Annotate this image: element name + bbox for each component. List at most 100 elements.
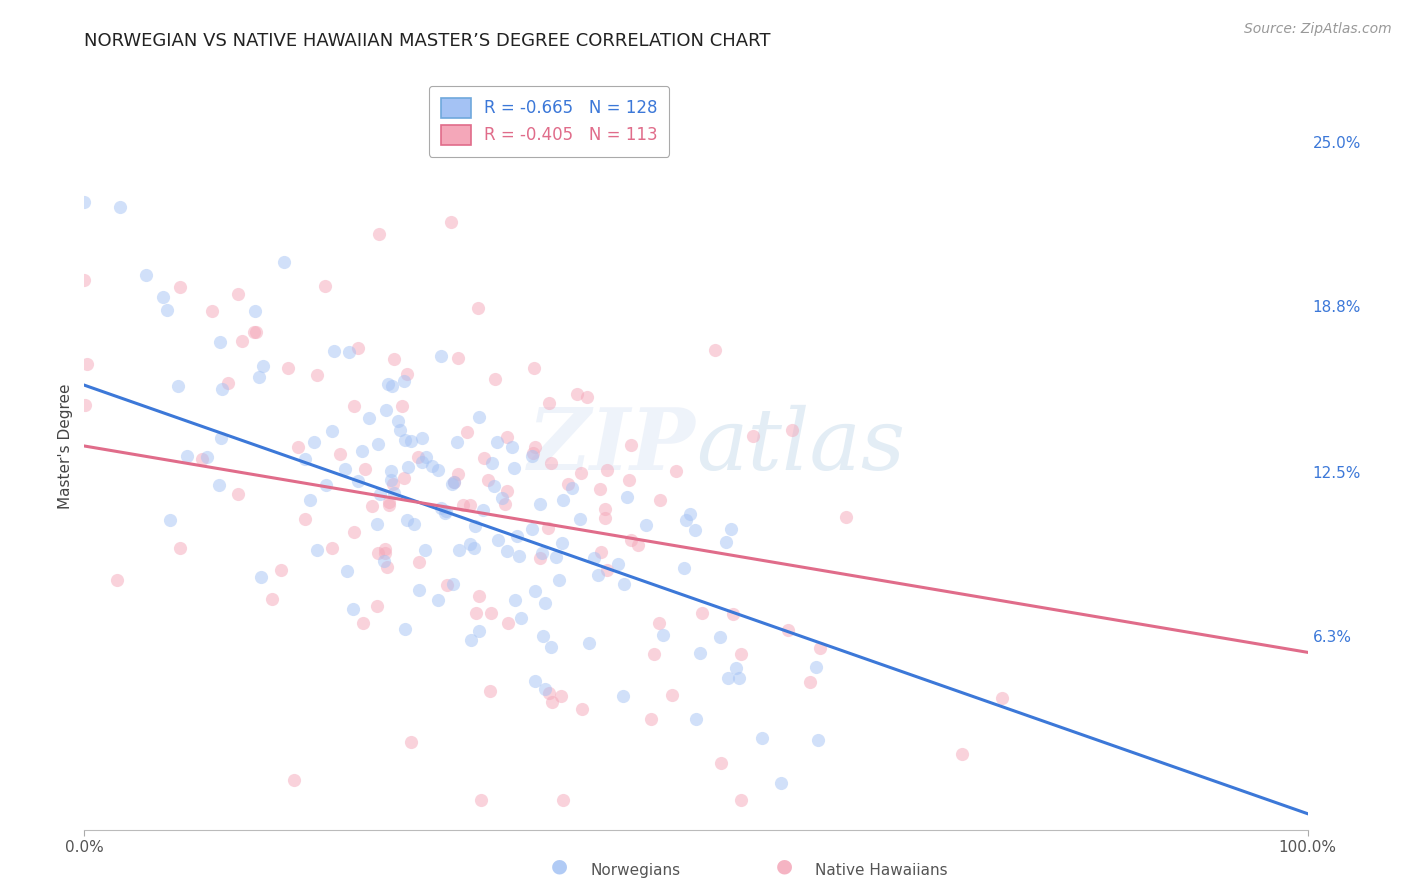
Point xyxy=(389,423,412,437)
Point xyxy=(491,491,513,505)
Point xyxy=(640,713,662,727)
Point xyxy=(678,507,700,521)
Text: atlas: atlas xyxy=(696,405,905,487)
Point xyxy=(557,476,579,491)
Point xyxy=(588,482,610,496)
Point xyxy=(333,462,356,476)
Point xyxy=(447,467,470,481)
Point xyxy=(368,227,391,242)
Point xyxy=(443,475,465,490)
Point xyxy=(260,592,283,607)
Point xyxy=(627,537,650,551)
Point xyxy=(342,602,364,616)
Point xyxy=(381,476,404,491)
Point xyxy=(596,564,619,578)
Point xyxy=(486,533,509,547)
Point xyxy=(110,200,132,214)
Point xyxy=(472,503,495,517)
Point xyxy=(481,456,503,470)
Point xyxy=(834,510,856,524)
Point xyxy=(534,681,557,696)
Point xyxy=(486,434,509,449)
Point xyxy=(208,334,231,349)
Point xyxy=(420,458,443,473)
Point xyxy=(458,537,481,551)
Point xyxy=(540,640,562,654)
Point xyxy=(567,386,589,401)
Point xyxy=(720,522,742,536)
Point xyxy=(201,304,224,318)
Point xyxy=(716,534,738,549)
Point xyxy=(337,344,360,359)
Point xyxy=(730,647,752,661)
Point xyxy=(374,546,396,560)
Point xyxy=(399,734,422,748)
Point xyxy=(73,195,96,210)
Point xyxy=(636,518,658,533)
Point xyxy=(404,516,426,531)
Point xyxy=(709,630,731,644)
Point xyxy=(411,455,433,469)
Point xyxy=(458,498,481,512)
Point xyxy=(375,560,398,574)
Point xyxy=(523,673,546,688)
Point xyxy=(685,523,707,537)
Point xyxy=(152,290,174,304)
Point xyxy=(208,478,231,492)
Point xyxy=(470,793,492,807)
Point xyxy=(347,341,370,355)
Point xyxy=(506,529,529,543)
Point xyxy=(322,344,344,359)
Point xyxy=(287,440,309,454)
Point xyxy=(451,499,474,513)
Point xyxy=(366,599,388,614)
Point xyxy=(505,593,527,607)
Point xyxy=(546,549,568,564)
Point xyxy=(347,474,370,488)
Point xyxy=(613,576,636,591)
Point xyxy=(472,451,495,466)
Point xyxy=(373,554,395,568)
Point xyxy=(329,447,352,461)
Point xyxy=(195,450,218,464)
Point xyxy=(191,452,214,467)
Point xyxy=(710,756,733,771)
Point xyxy=(495,430,517,444)
Point xyxy=(231,334,253,348)
Point xyxy=(367,546,389,560)
Point xyxy=(537,396,560,410)
Point xyxy=(551,793,574,807)
Point xyxy=(620,533,643,547)
Point xyxy=(408,555,430,569)
Point xyxy=(531,546,554,560)
Point xyxy=(807,733,830,747)
Point xyxy=(950,747,973,762)
Point xyxy=(541,695,564,709)
Point xyxy=(283,773,305,788)
Point xyxy=(484,372,506,386)
Point xyxy=(440,215,463,229)
Point xyxy=(529,550,551,565)
Point xyxy=(176,449,198,463)
Point xyxy=(537,686,560,700)
Point xyxy=(460,632,482,647)
Point xyxy=(477,474,499,488)
Point xyxy=(665,464,688,478)
Point xyxy=(717,671,740,685)
Point xyxy=(391,399,413,413)
Point xyxy=(463,541,485,556)
Point xyxy=(252,359,274,373)
Point xyxy=(551,492,574,507)
Point xyxy=(378,498,401,512)
Point xyxy=(321,541,343,555)
Point xyxy=(494,497,516,511)
Point xyxy=(522,522,544,536)
Text: Native Hawaiians: Native Hawaiians xyxy=(815,863,948,878)
Point xyxy=(396,367,419,381)
Point xyxy=(135,268,157,282)
Point xyxy=(394,622,416,636)
Point xyxy=(366,517,388,532)
Point xyxy=(620,438,643,452)
Point xyxy=(991,690,1014,705)
Point xyxy=(396,513,419,527)
